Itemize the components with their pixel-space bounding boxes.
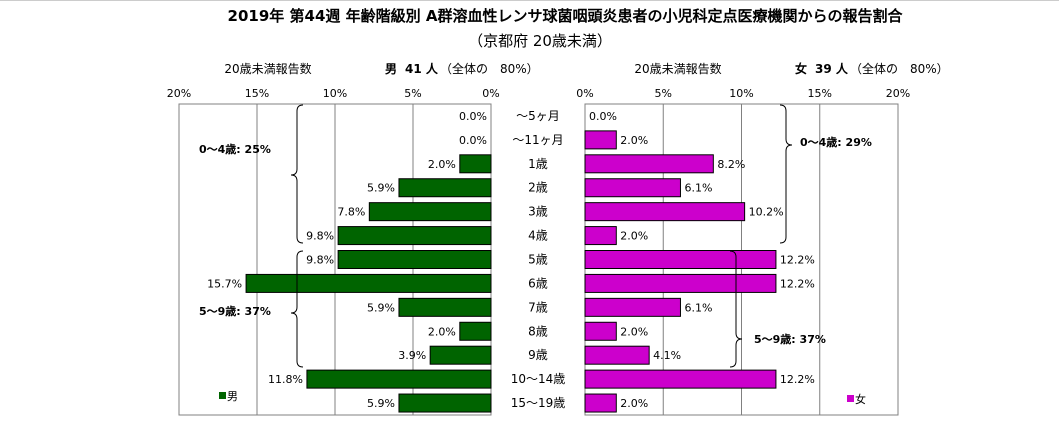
female-bar bbox=[584, 345, 650, 365]
female-bar bbox=[584, 297, 681, 317]
male-bar bbox=[398, 297, 492, 317]
category-label: 15～19歳 bbox=[511, 396, 566, 410]
male-tick-label: 10% bbox=[323, 87, 347, 100]
male-header-sex: 男 bbox=[385, 62, 397, 76]
female-data-label: 12.2% bbox=[780, 254, 815, 267]
male-data-label: 7.8% bbox=[337, 206, 365, 219]
male-data-label: 5.9% bbox=[367, 397, 395, 410]
female-tick-label: 15% bbox=[808, 87, 832, 100]
male-bar bbox=[368, 202, 492, 222]
category-label: 7歳 bbox=[528, 300, 548, 314]
male-bar bbox=[398, 178, 492, 198]
female-data-label: 6.1% bbox=[684, 182, 712, 195]
category-label: 3歳 bbox=[528, 205, 548, 219]
female-brace-0-4 bbox=[779, 104, 793, 244]
male-header-label: 20歳未満報告数 bbox=[224, 61, 311, 76]
female-data-label: 0.0% bbox=[589, 110, 617, 123]
male-group-0-4-label: 0～4歳: 25% bbox=[199, 142, 271, 156]
female-legend-swatch bbox=[847, 395, 854, 402]
female-bar bbox=[584, 154, 714, 174]
male-header-share: （全体の 80%） bbox=[440, 61, 539, 76]
male-data-label: 9.8% bbox=[306, 254, 334, 267]
male-data-label: 5.9% bbox=[367, 301, 395, 314]
female-bar bbox=[584, 369, 777, 389]
category-label: 5歳 bbox=[528, 253, 548, 267]
male-data-label: 11.8% bbox=[268, 373, 303, 386]
male-data-label: 3.9% bbox=[398, 349, 426, 362]
male-data-label: 15.7% bbox=[207, 277, 242, 290]
male-data-label: 2.0% bbox=[428, 325, 456, 338]
male-brace-0-4 bbox=[290, 104, 304, 244]
female-data-label: 8.2% bbox=[717, 158, 745, 171]
chart-subtitle: （京都府 20歳未満） bbox=[468, 32, 612, 50]
male-data-label: 9.8% bbox=[306, 230, 334, 243]
category-label: 1歳 bbox=[528, 157, 548, 171]
female-data-label: 2.0% bbox=[620, 134, 648, 147]
male-bar bbox=[459, 154, 492, 174]
category-label: 8歳 bbox=[528, 324, 548, 338]
female-bar bbox=[584, 202, 746, 222]
category-label: ～11ヶ月 bbox=[512, 133, 563, 147]
female-data-label: 2.0% bbox=[620, 325, 648, 338]
female-tick-label: 10% bbox=[729, 87, 753, 100]
category-label: ～5ヶ月 bbox=[516, 109, 560, 123]
female-data-label: 12.2% bbox=[780, 277, 815, 290]
female-data-label: 2.0% bbox=[620, 230, 648, 243]
male-group-5-9-label: 5～9歳: 37% bbox=[199, 304, 271, 318]
male-bar bbox=[306, 369, 492, 389]
female-bar bbox=[584, 250, 777, 269]
male-header-count: 41 人 bbox=[405, 61, 439, 76]
male-bar bbox=[245, 273, 492, 293]
chart-title: 2019年 第44週 年齢階級別 A群溶血性レンサ球菌咽頭炎患者の小児科定点医療… bbox=[228, 7, 904, 25]
male-bar bbox=[398, 393, 492, 413]
female-bar bbox=[584, 226, 617, 246]
female-data-label: 2.0% bbox=[620, 397, 648, 410]
female-header-share: （全体の 80%） bbox=[850, 61, 949, 76]
female-tick-label: 5% bbox=[655, 87, 672, 100]
female-data-label: 6.1% bbox=[684, 301, 712, 314]
male-data-label: 0.0% bbox=[459, 110, 487, 123]
male-data-label: 2.0% bbox=[428, 158, 456, 171]
female-bar bbox=[584, 130, 617, 150]
female-brace-5-9 bbox=[729, 250, 743, 368]
male-bar bbox=[337, 250, 492, 269]
female-bar bbox=[584, 178, 681, 198]
male-bar bbox=[459, 321, 492, 341]
category-label: 6歳 bbox=[528, 276, 548, 290]
female-header-label: 20歳未満報告数 bbox=[634, 61, 721, 76]
male-tick-label: 5% bbox=[404, 87, 421, 100]
female-group-5-9-label: 5～9歳: 37% bbox=[754, 332, 826, 346]
female-bar bbox=[584, 273, 777, 293]
male-data-label: 0.0% bbox=[459, 134, 487, 147]
male-tick-label: 0% bbox=[482, 87, 499, 100]
male-legend-swatch bbox=[219, 392, 226, 399]
female-group-0-4-label: 0～4歳: 29% bbox=[800, 135, 872, 149]
female-bar bbox=[584, 321, 617, 341]
category-label: 4歳 bbox=[528, 229, 548, 243]
female-legend-label: 女 bbox=[855, 392, 866, 406]
female-header-count: 39 人 bbox=[815, 61, 849, 76]
male-bar bbox=[337, 226, 492, 246]
female-header-sex: 女 bbox=[795, 61, 807, 76]
female-tick-label: 0% bbox=[576, 87, 593, 100]
male-legend-label: 男 bbox=[227, 390, 238, 403]
category-label: 10～14歳 bbox=[511, 372, 566, 386]
female-tick-label: 20% bbox=[886, 87, 910, 100]
category-label: 2歳 bbox=[528, 181, 548, 195]
category-label: 9歳 bbox=[528, 348, 548, 362]
female-data-label: 10.2% bbox=[749, 206, 784, 219]
male-data-label: 5.9% bbox=[367, 182, 395, 195]
female-bar bbox=[584, 393, 617, 413]
male-bar bbox=[429, 345, 492, 365]
male-tick-label: 20% bbox=[167, 87, 191, 100]
female-data-label: 12.2% bbox=[780, 373, 815, 386]
male-tick-label: 15% bbox=[245, 87, 269, 100]
male-brace-5-9 bbox=[290, 250, 304, 368]
female-data-label: 4.1% bbox=[653, 349, 681, 362]
